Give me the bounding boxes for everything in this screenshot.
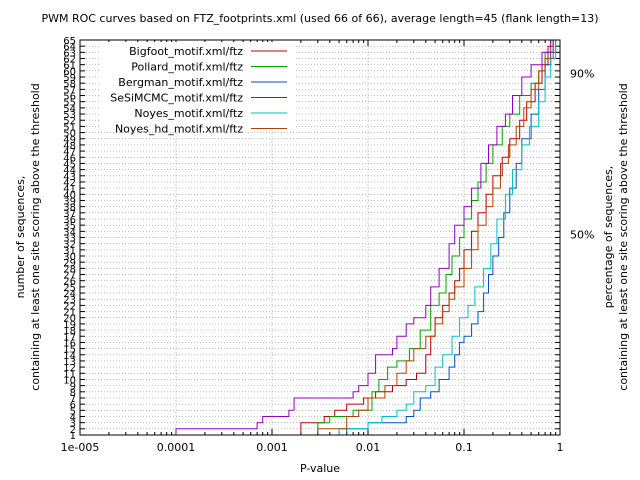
- y-axis-label-line2: containing at least one site scoring abo…: [29, 83, 42, 390]
- y-tick-label: 16: [63, 338, 76, 349]
- series-lines: [80, 40, 557, 436]
- y-tick-label: 54: [63, 104, 76, 115]
- y-tick-label: 22: [63, 301, 76, 312]
- y-tick-label: 8: [70, 388, 76, 399]
- y-tick-label: 11: [63, 369, 76, 380]
- chart-title: PWM ROC curves based on FTZ_footprints.x…: [41, 12, 598, 25]
- legend-label: Bergman_motif.xml/ftz: [118, 76, 243, 89]
- right-axis-ticks: 50% 90%: [570, 67, 594, 241]
- y-tick-label: 49: [63, 135, 76, 146]
- y-tick-label: 23: [63, 295, 76, 306]
- y-tick-label: 9: [70, 382, 76, 393]
- right-axis-label-line1: percentage of sequences,: [602, 166, 615, 308]
- x-tick-label: 0.001: [256, 441, 288, 454]
- x-tick-label: 1e-005: [61, 441, 100, 454]
- legend-label: Noyes_hd_motif.xml/ftz: [115, 123, 243, 136]
- y-tick-label: 7: [70, 394, 76, 405]
- right-axis-label-line2: containing at least one site scoring abo…: [617, 83, 630, 390]
- x-tick-label: 1: [557, 441, 564, 454]
- y-tick-label: 17: [63, 332, 76, 343]
- y-tick-label: 48: [63, 141, 76, 152]
- series-line: [300, 40, 554, 436]
- y-tick-label: 58: [63, 79, 76, 90]
- y-tick-label: 13: [63, 357, 76, 368]
- y-tick-label: 52: [63, 116, 76, 127]
- y-axis-label-line1: number of sequences,: [14, 176, 27, 299]
- y-tick-label: 36: [63, 215, 76, 226]
- y-tick-label: 35: [63, 221, 76, 232]
- y-tick-label: 12: [63, 363, 76, 374]
- y-tick-label: 63: [63, 48, 76, 59]
- y-tick-label: 47: [63, 147, 76, 158]
- y-tick-label: 32: [63, 240, 76, 251]
- y-tick-label: 28: [63, 264, 76, 275]
- series-line: [310, 40, 554, 436]
- y-tick-label: 38: [63, 203, 76, 214]
- y-tick-label: 56: [63, 92, 76, 103]
- y-tick-label: 21: [63, 308, 76, 319]
- y-tick-label: 26: [63, 277, 76, 288]
- y-tick-label: 3: [70, 419, 76, 430]
- y-tick-label: 5: [70, 406, 76, 417]
- y-tick-label: 6: [70, 400, 76, 411]
- legend-label: Noyes_motif.xml/ftz: [134, 107, 243, 120]
- series-line: [329, 40, 557, 436]
- series-line: [80, 40, 552, 436]
- y-tick-label: 43: [63, 172, 76, 183]
- y-tick-label: 61: [63, 61, 76, 72]
- y-tick-label: 2: [70, 425, 76, 436]
- y-tick-label: 40: [63, 190, 76, 201]
- y-tick-label: 65: [63, 36, 76, 47]
- y-tick-label: 30: [63, 252, 76, 263]
- y-tick-label: 39: [63, 196, 76, 207]
- y-tick-label: 31: [63, 246, 76, 257]
- y-tick-label: 15: [63, 345, 76, 356]
- y-tick-label: 14: [63, 351, 76, 362]
- y-tick-label: 20: [63, 314, 76, 325]
- y-tick-label: 57: [63, 85, 76, 96]
- y-tick-label: 62: [63, 55, 76, 66]
- y-tick-label: 4: [70, 412, 76, 423]
- y-tick-label: 1: [70, 431, 76, 442]
- y-tick-label: 42: [63, 178, 76, 189]
- y-tick-label: 60: [63, 67, 76, 78]
- y-tick-label: 25: [63, 283, 76, 294]
- x-tick-label: 0.1: [455, 441, 473, 454]
- y-tick-label: 55: [63, 98, 76, 109]
- plot-frame: [79, 39, 561, 436]
- y-tick-label: 59: [63, 73, 76, 84]
- y-tick-label: 44: [63, 166, 76, 177]
- legend-background: [100, 42, 295, 130]
- y-tick-label: 24: [63, 289, 76, 300]
- legend-label: Pollard_motif.xml/ftz: [131, 61, 243, 74]
- x-tick-label: 0.01: [356, 441, 381, 454]
- y-tick-label: 10: [63, 375, 76, 386]
- right-tick-label: 90%: [570, 67, 594, 80]
- y-tick-label: 27: [63, 271, 76, 282]
- x-tick-label: 0.0001: [157, 441, 196, 454]
- legend: Bigfoot_motif.xml/ftz Pollard_motif.xml/f…: [100, 42, 295, 136]
- y-tick-label: 34: [63, 227, 76, 238]
- y-tick-label: 50: [63, 129, 76, 140]
- y-tick-label: 45: [63, 159, 76, 170]
- series-line: [329, 40, 557, 436]
- right-tick-label: 50%: [570, 228, 594, 241]
- legend-label: SeSiMCMC_motif.xml/ftz: [110, 92, 243, 105]
- y-tick-label: 64: [63, 42, 76, 53]
- y-tick-label: 53: [63, 110, 76, 121]
- y-tick-label: 37: [63, 209, 76, 220]
- y-tick-label: 29: [63, 258, 76, 269]
- y-tick-label: 19: [63, 320, 76, 331]
- y-tick-label: 33: [63, 234, 76, 245]
- y-tick-label: 18: [63, 326, 76, 337]
- y-tick-label: 51: [63, 122, 76, 133]
- y-axis-ticks: 1234567891011121314151617181920212223242…: [63, 36, 560, 442]
- y-tick-label: 46: [63, 153, 76, 164]
- y-tick-label: 41: [63, 184, 76, 195]
- x-axis-label: P-value: [300, 462, 340, 475]
- legend-label: Bigfoot_motif.xml/ftz: [129, 45, 243, 58]
